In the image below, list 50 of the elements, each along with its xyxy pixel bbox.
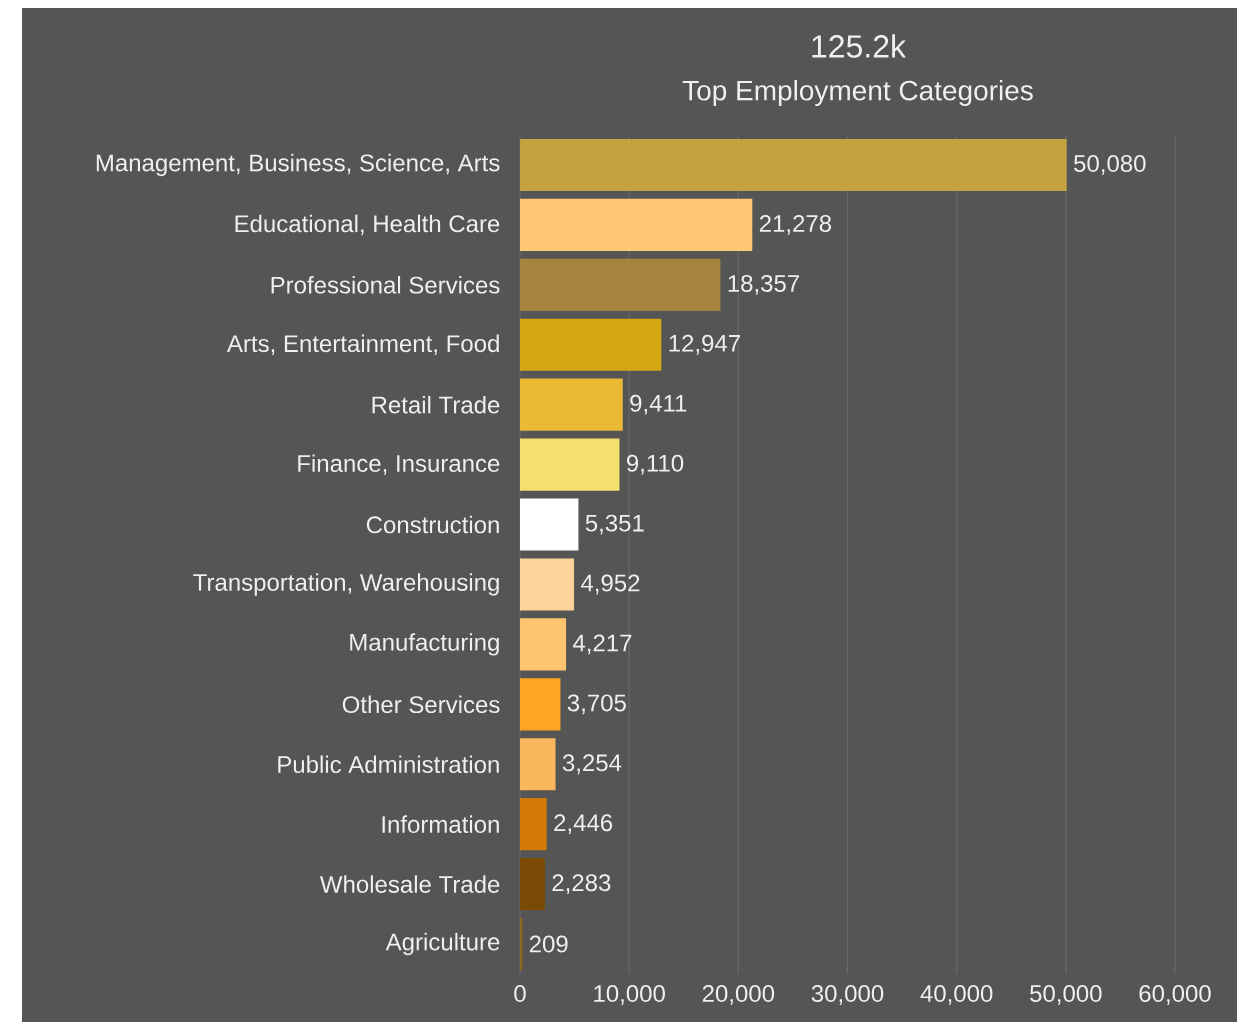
- bar: [520, 798, 547, 851]
- y-tick-label: Arts, Entertainment, Food: [226, 334, 499, 355]
- data-label: 3,705: [567, 694, 626, 715]
- bar: [520, 678, 561, 731]
- data-label: 3,254: [562, 754, 622, 775]
- y-tick-label: Other Services: [342, 695, 500, 714]
- bar: [520, 498, 579, 551]
- y-tick-label: Public Administration: [278, 755, 499, 774]
- x-tick-label: 60,000: [1139, 985, 1211, 1005]
- bar: [520, 558, 575, 611]
- bar: [520, 378, 623, 431]
- bar: [520, 438, 620, 491]
- data-label: 209: [529, 935, 568, 953]
- y-tick-label: Educational, Health Care: [235, 214, 500, 236]
- data-label: 2,283: [552, 874, 611, 895]
- data-label: 9,411: [630, 394, 687, 415]
- bar: [520, 858, 545, 911]
- y-tick-label: Information: [382, 815, 499, 833]
- y-tick-label: Manufacturing: [350, 633, 499, 656]
- data-label: 4,952: [581, 574, 640, 595]
- data-label: 5,351: [585, 514, 644, 535]
- bar: [520, 198, 753, 251]
- y-tick-label: Management, Business, Science, Arts: [96, 153, 500, 177]
- data-label: 18,357: [728, 274, 799, 295]
- y-tick-label: Agriculture: [385, 932, 500, 956]
- bar: [520, 138, 1067, 192]
- y-tick-label: Transportation, Warehousing: [193, 573, 499, 596]
- bar: [520, 738, 556, 791]
- chart-title: 125.2k: [812, 34, 907, 58]
- y-tick-label: Construction: [366, 515, 499, 534]
- x-tick-label: 30,000: [811, 985, 884, 1005]
- bar: [520, 618, 567, 671]
- bar: [520, 258, 721, 311]
- data-label: 21,278: [759, 214, 832, 235]
- y-tick-label: Finance, Insurance: [298, 454, 500, 475]
- y-tick-label: Retail Trade: [372, 395, 500, 414]
- data-label: 4,217: [573, 634, 632, 655]
- x-tick-label: 40,000: [920, 985, 993, 1005]
- chart-subtitle: Top Employment Categories: [682, 79, 1033, 107]
- y-tick-label: Wholesale Trade: [319, 875, 500, 893]
- y-tick-label: Professional Services: [271, 276, 500, 294]
- x-tick-label: 20,000: [702, 985, 775, 1005]
- data-label: 50,080: [1074, 155, 1146, 175]
- x-tick-label: 50,000: [1030, 985, 1102, 1005]
- bar: [520, 318, 662, 371]
- x-tick-label: 10,000: [594, 985, 665, 1005]
- data-label: 2,446: [554, 814, 613, 835]
- data-label: 9,110: [626, 454, 684, 475]
- data-label: 12,947: [669, 334, 740, 355]
- x-tick-label: 0: [514, 985, 526, 1003]
